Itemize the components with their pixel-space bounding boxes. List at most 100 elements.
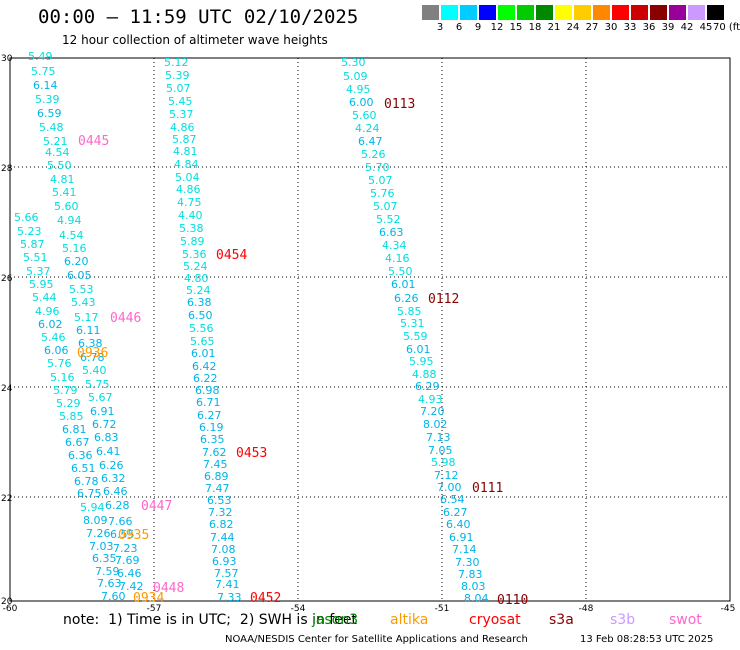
footer-credit: NOAA/NESDIS Center for Satellite Applica…	[225, 634, 528, 645]
wave-height-value: 7.00	[437, 481, 462, 494]
pass-time-label: 0454	[216, 248, 247, 263]
wave-height-value: 6.91	[449, 531, 474, 544]
wave-height-value: 7.60	[101, 590, 126, 603]
wave-height-value: 5.49	[28, 50, 53, 63]
legend-label: 24	[566, 22, 580, 33]
wave-height-value: 6.47	[358, 135, 383, 148]
legend-swatch	[441, 5, 458, 20]
satellite-legend-item: s3a	[549, 612, 574, 628]
wave-height-value: 6.36	[68, 449, 93, 462]
wave-height-value: 6.01	[391, 278, 416, 291]
wave-height-value: 5.21	[43, 135, 68, 148]
wave-height-value: 5.75	[85, 378, 110, 391]
legend-swatch	[669, 5, 686, 20]
legend-label: 21	[547, 22, 561, 33]
wave-height-value: 7.26	[86, 527, 111, 540]
wave-height-value: 5.39	[35, 93, 60, 106]
wave-height-value: 5.12	[164, 56, 189, 69]
wave-height-value: 6.67	[65, 436, 90, 449]
longitude-tick-label: -54	[291, 604, 306, 614]
wave-height-values: 5.495.756.145.396.595.485.214.545.504.81…	[14, 50, 489, 605]
satellite-legend-item: swot	[669, 612, 702, 628]
wave-height-value: 6.53	[207, 494, 232, 507]
wave-height-value: 6.26	[99, 459, 124, 472]
wave-height-value: 6.54	[440, 493, 465, 506]
wave-height-value: 6.00	[349, 96, 374, 109]
legend-label: 70 (ft)	[713, 22, 740, 33]
latitude-tick-label: 24	[1, 384, 13, 394]
wave-height-value: 5.24	[183, 260, 208, 273]
wave-height-value: 4.16	[385, 252, 410, 265]
wave-height-value: 4.86	[170, 121, 195, 134]
wave-height-value: 5.07	[373, 200, 398, 213]
wave-height-value: 4.95	[346, 83, 371, 96]
pass-time-label: 0934	[133, 591, 164, 606]
latitude-tick-label: 26	[1, 274, 13, 284]
wave-height-value: 6.29	[415, 380, 440, 393]
wave-height-value: 7.08	[211, 543, 236, 556]
satellite-legend-item: cryosat	[469, 612, 521, 628]
wave-height-value: 5.29	[56, 397, 81, 410]
wave-height-value: 6.82	[209, 518, 234, 531]
wave-height-value: 6.05	[67, 269, 92, 282]
satellite-legend-item: altika	[390, 612, 429, 628]
wave-height-value: 7.42	[119, 580, 144, 593]
legend-swatch	[460, 5, 477, 20]
wave-height-value: 5.94	[80, 501, 105, 514]
pass-time-label: 0445	[78, 134, 109, 149]
wave-height-value: 5.56	[189, 322, 214, 335]
page-subtitle: 12 hour collection of altimeter wave hei…	[62, 33, 328, 47]
wave-height-value: 6.75	[77, 487, 102, 500]
longitude-tick-label: -57	[147, 604, 162, 614]
legend-label: 27	[585, 22, 599, 33]
pass-time-label: 0453	[236, 446, 267, 461]
wave-height-value: 5.95	[29, 278, 54, 291]
wave-height-value: 6.98	[195, 384, 220, 397]
wave-height-value: 7.03	[89, 540, 114, 553]
wave-height-value: 5.45	[168, 95, 193, 108]
legend-label: 15	[509, 22, 523, 33]
wave-height-value: 7.13	[426, 431, 451, 444]
wave-height-value: 6.91	[90, 405, 115, 418]
footer-timestamp: 13 Feb 08:28:53 UTC 2025	[580, 634, 714, 645]
wave-height-value: 5.17	[74, 311, 99, 324]
wave-height-value: 5.43	[71, 296, 96, 309]
wave-height-value: 6.40	[446, 518, 471, 531]
longitude-tick-label: -60	[3, 604, 18, 614]
footer-note: note: 1) Time is in UTC; 2) SWH is in fe…	[63, 612, 357, 628]
wave-height-value: 7.12	[434, 469, 459, 482]
wave-height-value: 7.44	[210, 531, 235, 544]
map-frame	[9, 57, 731, 602]
wave-height-value: 5.95	[409, 355, 434, 368]
wave-height-value: 6.38	[187, 296, 212, 309]
legend-swatch	[517, 5, 534, 20]
legend-swatch	[707, 5, 724, 20]
wave-height-value: 4.94	[57, 214, 82, 227]
wave-height-value: 6.59	[37, 107, 62, 120]
wave-height-value: 7.45	[203, 458, 228, 471]
latitude-tick-label: 28	[1, 164, 13, 174]
legend-label: 36	[642, 22, 656, 33]
wave-height-value: 6.01	[191, 347, 216, 360]
wave-height-value: 6.11	[76, 324, 101, 337]
wave-height-value: 5.37	[26, 265, 51, 278]
wave-height-value: 5.44	[32, 291, 57, 304]
legend-swatch	[650, 5, 667, 20]
wave-height-value: 5.60	[54, 200, 79, 213]
legend-label: 30	[604, 22, 618, 33]
wave-height-value: 6.89	[204, 470, 229, 483]
map-grid	[10, 58, 730, 601]
wave-height-value: 6.35	[92, 552, 117, 565]
wave-height-value: 8.04	[464, 592, 489, 605]
wave-height-value: 6.55	[110, 528, 135, 541]
latitude-tick-label: 30	[1, 54, 13, 64]
wave-height-value: 5.41	[52, 186, 77, 199]
wave-height-value: 6.71	[196, 396, 221, 409]
legend-swatch	[479, 5, 496, 20]
wave-height-value: 7.66	[108, 515, 133, 528]
pass-time-label: 0447	[141, 499, 172, 514]
wave-height-value: 6.51	[71, 462, 96, 475]
wave-height-value: 5.51	[23, 251, 48, 264]
wave-height-value: 4.80	[184, 272, 209, 285]
legend-swatch	[555, 5, 572, 20]
